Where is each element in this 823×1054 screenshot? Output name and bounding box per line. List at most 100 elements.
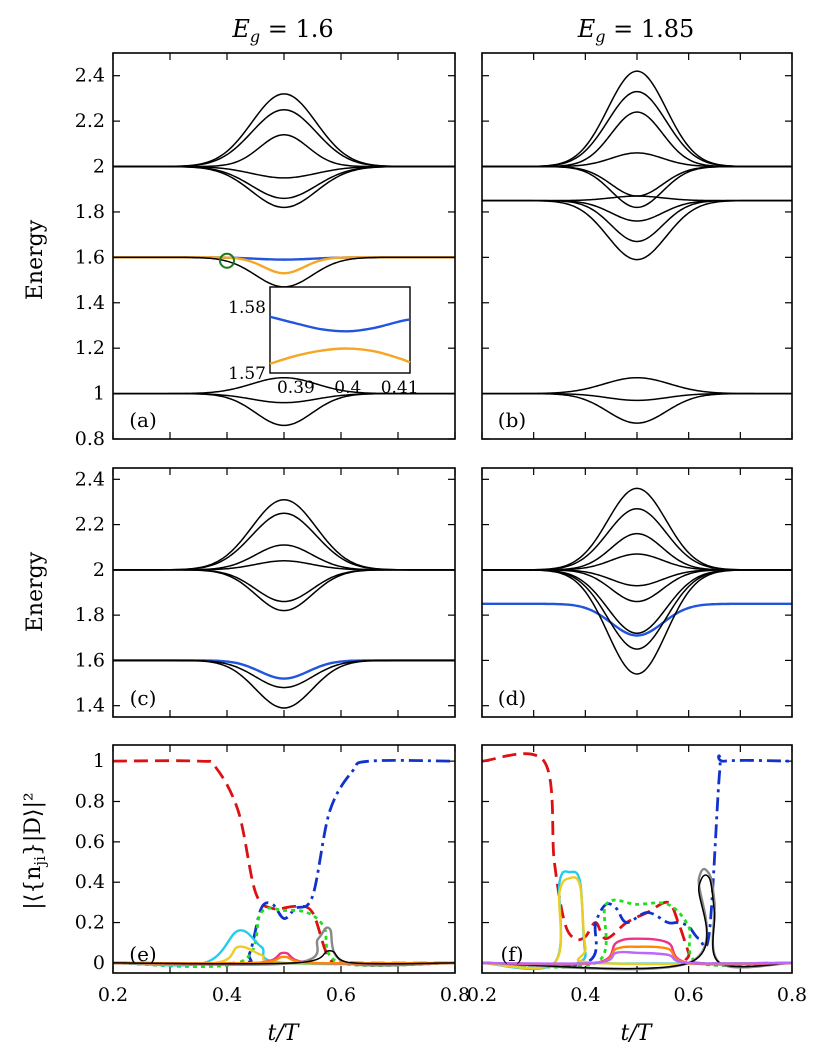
inset-x-tick-label: 0.4: [334, 378, 361, 398]
series-line-9: [113, 950, 455, 965]
series-group: [482, 487, 792, 675]
y-tick-label: 2: [93, 156, 105, 178]
x-tick-label: 0.4: [212, 984, 242, 1006]
y-tick-label: 2.2: [75, 110, 105, 132]
series-line-1: [113, 498, 455, 571]
y-axis-label-row2: Energy: [23, 551, 48, 632]
y-tick-label: 2.4: [75, 468, 105, 490]
series-line-10: [482, 950, 792, 965]
y-tick-label: 0.2: [75, 912, 105, 934]
panel-label: (d): [498, 686, 526, 710]
series-group: [113, 93, 455, 427]
series-line-2: [113, 758, 455, 966]
y-axis-label-row1: Energy: [23, 219, 48, 300]
series-line-6: [113, 165, 455, 209]
panel-frame: [112, 744, 456, 974]
y-tick-label: 0.4: [75, 871, 105, 893]
series-line-12: [113, 392, 455, 427]
inset-series-line-1: [269, 315, 411, 333]
panel-a: 0.8 1 1.2 1.4 1.6 1.8 2 2.2 2.4 1.57 1.58 0.39 0.4 0.…: [75, 52, 456, 450]
y-tick-label: 0: [93, 952, 105, 974]
series-line-12: [482, 392, 792, 402]
panel-label: (a): [129, 408, 157, 432]
inset-x-tick-label: 0.41: [381, 378, 419, 398]
y-tick-label: 0.8: [75, 790, 105, 812]
y-tick-label: 2.4: [75, 65, 105, 87]
series-line-3: [113, 544, 455, 571]
series-line-10: [482, 569, 792, 675]
series-line-11: [482, 376, 792, 395]
series-line-2: [482, 507, 792, 571]
panel-f: 0.2 0.4 0.6 0.8 (f): [467, 744, 807, 1006]
panel-b: (b): [481, 52, 793, 440]
y-axis-label-row3: |⟨{nji}|D⟩|²: [21, 792, 49, 910]
series-group: [482, 70, 792, 424]
crossing-marker: [219, 252, 235, 269]
series-line-7: [482, 602, 792, 637]
series-line-4: [113, 165, 455, 179]
series-group: [113, 758, 455, 969]
panel-e: 0 0.2 0.4 0.6 0.8 1 0.2 0.4 0.6 0.8 (e): [75, 744, 470, 1006]
series-line-5: [113, 165, 455, 200]
x-tick-label: 0.6: [674, 984, 704, 1006]
y-tick-label: 2: [93, 559, 105, 581]
series-line-3: [113, 133, 455, 168]
series-line-3: [482, 898, 792, 969]
x-tick-label: 0.8: [777, 984, 807, 1006]
y-tick-label: 2.2: [75, 514, 105, 536]
x-tick-label: 0.2: [467, 984, 497, 1006]
series-line-7: [482, 874, 792, 970]
x-tick-label: 0.6: [326, 984, 356, 1006]
inset-frame: [269, 286, 411, 374]
panel-label: (f): [500, 942, 523, 966]
series-line-8: [482, 937, 792, 966]
series-line-1: [482, 487, 792, 571]
series-line-8: [113, 659, 455, 689]
inset-y-tick-label: 1.58: [228, 298, 266, 318]
series-line-10: [482, 199, 792, 261]
series-line-2: [482, 90, 792, 168]
y-tick-label: 1.2: [75, 337, 105, 359]
y-tick-label: 1.6: [75, 246, 105, 268]
x-tick-label: 0.2: [98, 984, 128, 1006]
series-line-1: [482, 752, 792, 966]
panel-frame: [481, 467, 793, 718]
series-line-5: [482, 165, 792, 197]
series-line-4: [482, 553, 792, 571]
column-title-left: Eg = 1.6: [231, 15, 333, 46]
series-line-9: [113, 659, 455, 709]
series-line-4: [113, 929, 455, 967]
y-tick-label: 1: [93, 383, 105, 405]
panel-frame: [112, 467, 456, 718]
series-line-9: [482, 945, 792, 966]
series-line-5: [113, 569, 455, 603]
series-line-3: [482, 111, 792, 168]
panel-label: (b): [498, 408, 526, 432]
y-tick-label: 1: [93, 750, 105, 772]
series-line-1: [113, 759, 455, 966]
x-tick-label: 0.4: [570, 984, 600, 1006]
series-line-13: [482, 392, 792, 424]
y-tick-label: 1.6: [75, 649, 105, 671]
series-line-3: [482, 532, 792, 571]
panel-label: (c): [130, 686, 157, 710]
series-line-1: [113, 93, 455, 168]
x-axis-label-right: t/T: [621, 1021, 654, 1046]
series-line-5: [482, 569, 792, 587]
y-tick-label: 0.8: [75, 428, 105, 450]
series-group: [482, 752, 792, 971]
panel-d: (d): [481, 467, 793, 718]
series-line-5: [482, 876, 792, 970]
column-title-right: Eg = 1.85: [577, 15, 695, 46]
y-tick-label: 0.6: [75, 831, 105, 853]
series-line-7: [113, 659, 455, 680]
inset: 1.57 1.58 0.39 0.4 0.41: [228, 286, 419, 398]
series-line-5: [113, 945, 455, 966]
panel-frame: [481, 744, 793, 974]
x-axis-label-left: t/T: [268, 1021, 301, 1046]
series-line-6: [113, 926, 455, 967]
series-line-2: [482, 754, 792, 968]
series-line-8: [482, 199, 792, 222]
series-group: [113, 498, 455, 709]
